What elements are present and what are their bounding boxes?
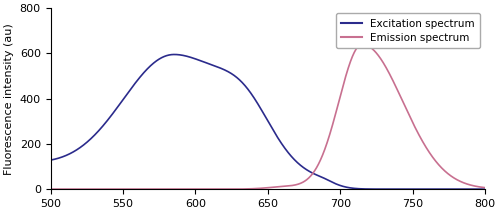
Y-axis label: Fluorescence intensity (au): Fluorescence intensity (au): [4, 23, 14, 174]
Legend: Excitation spectrum, Emission spectrum: Excitation spectrum, Emission spectrum: [336, 13, 480, 48]
